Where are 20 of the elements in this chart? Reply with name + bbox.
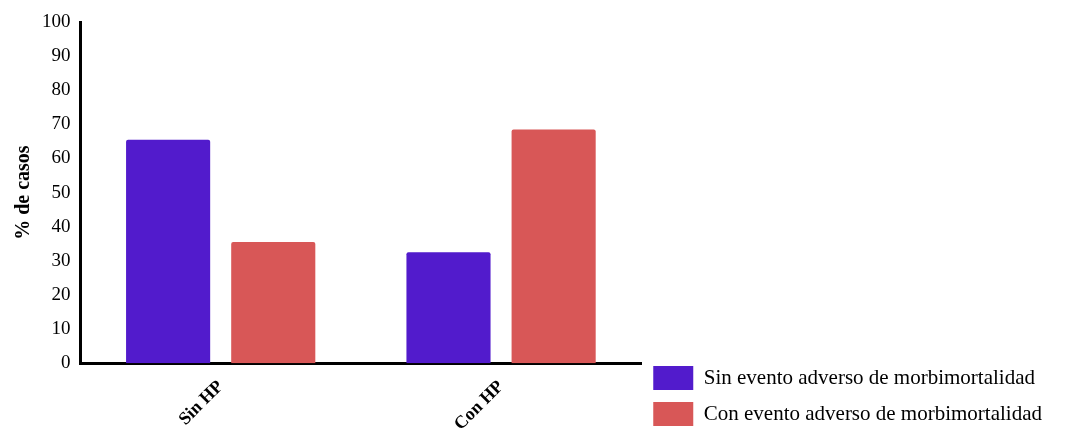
y-tick-label: 100 xyxy=(42,9,71,31)
y-axis-title: % de casos xyxy=(11,145,34,240)
bar xyxy=(126,139,211,364)
y-tick-label: 0 xyxy=(61,351,71,373)
bar xyxy=(231,242,316,364)
y-tick-label: 80 xyxy=(51,78,71,100)
x-tick-label: Sin HP xyxy=(174,375,227,429)
y-tick-label: 50 xyxy=(51,180,71,202)
y-tick-label: 30 xyxy=(51,248,71,270)
y-tick-label: 20 xyxy=(51,282,71,304)
y-tick-label: 70 xyxy=(51,112,71,134)
legend-label: Con evento adverso de morbimortalidad xyxy=(703,400,1043,425)
bar xyxy=(511,129,596,364)
x-tick-label: Con HP xyxy=(449,375,508,434)
bar xyxy=(406,252,491,364)
y-tick-label: 40 xyxy=(51,214,71,236)
y-tick-label: 60 xyxy=(51,146,71,168)
y-tick-label: 90 xyxy=(51,44,71,66)
y-tick-label: 10 xyxy=(51,317,71,339)
legend-label: Sin evento adverso de morbimortalidad xyxy=(703,364,1036,389)
